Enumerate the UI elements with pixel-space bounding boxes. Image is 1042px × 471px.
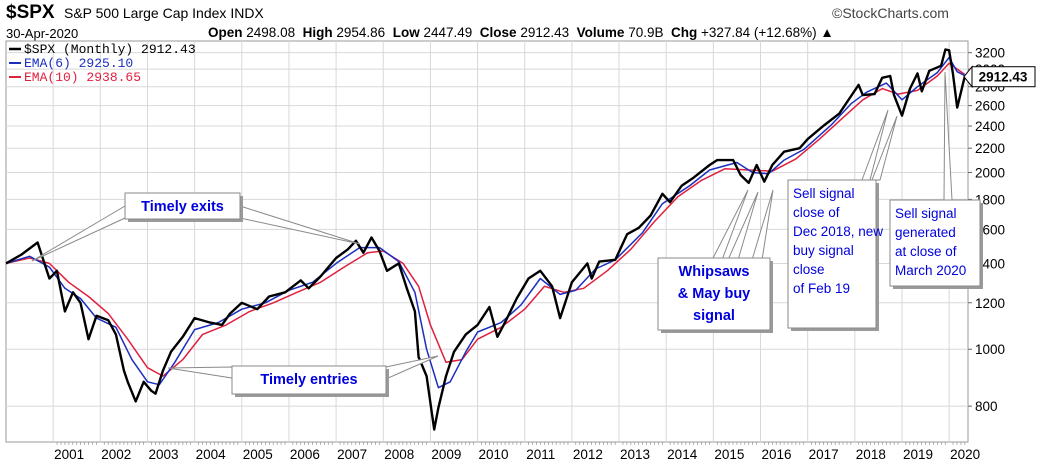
x-tick-label: 2015 (714, 447, 744, 462)
callout-line: buy signal (793, 243, 854, 258)
annotation-sell-mar-2020: Sell signal generated at close of March 202… (889, 199, 983, 289)
annotation-sell-dec-2018: Sell signal close of Dec 2018, new buy sign… (787, 179, 883, 331)
callout-line: Sell signal (793, 186, 855, 201)
brand[interactable]: ©StockCharts.com (832, 5, 949, 21)
callout-line: close of (793, 205, 840, 220)
x-tick-label: 2006 (290, 447, 320, 462)
chg-label: Chg (670, 25, 698, 40)
legend-label: EMA(6) 2925.10 (24, 56, 133, 71)
x-tick-label: 2010 (479, 447, 509, 462)
x-tick-label: 2019 (903, 447, 933, 462)
low-label: Low (392, 25, 420, 40)
callout-line: at close of (895, 244, 957, 259)
series-line-ema6 (5, 56, 966, 389)
x-tick-label: 2002 (101, 447, 131, 462)
series-line-ema10 (5, 62, 966, 377)
y-tick-label: 2000 (975, 166, 1005, 181)
description: S&P 500 Large Cap Index INDX (64, 5, 264, 21)
annotation-whipsaws: Whipsaws & May buy signal (657, 257, 773, 333)
description-text: S&P 500 Large Cap Index (64, 5, 227, 21)
callout-line: of Feb 19 (793, 281, 850, 296)
chg-value: +327.84 (+12.68%) (701, 25, 817, 40)
callout-line: Dec 2018, new (793, 224, 883, 239)
x-tick-label: 2001 (54, 447, 84, 462)
callout-line: March 2020 (895, 263, 966, 278)
y-tick-label: 800 (975, 399, 998, 414)
x-tick-label: 2012 (573, 447, 603, 462)
exchange: INDX (230, 5, 264, 21)
x-tick-label: 2018 (856, 447, 886, 462)
legend-label: EMA(10) 2938.65 (24, 70, 141, 85)
callout-text: Whipsaws & May buy signal (678, 264, 751, 324)
low-value: 2447.49 (423, 25, 473, 40)
y-tick-label: 2600 (975, 99, 1005, 114)
y-tick-label: 2400 (975, 119, 1005, 134)
callout-line: Sell signal (895, 206, 957, 221)
x-tick-label: 2004 (196, 447, 227, 462)
y-tick-label: 2200 (975, 141, 1005, 156)
annotation-timely-entries: Timely entries (231, 365, 389, 397)
callout-line: Whipsaws (679, 264, 750, 280)
x-tick-label: 2020 (950, 447, 980, 462)
annotation-timely-exits: Timely exits (124, 192, 243, 222)
x-tick-label: 2005 (243, 447, 273, 462)
price-tag: 2912.43 (963, 65, 1036, 89)
close-value: 2912.43 (520, 25, 570, 40)
volume-value: 70.9B (628, 25, 664, 40)
x-tick-label: 2008 (384, 447, 414, 462)
close-label: Close (479, 25, 517, 40)
open-label: Open (208, 25, 243, 40)
x-tick-label: 2003 (148, 447, 178, 462)
symbol: $SPX (6, 2, 55, 23)
callout-text: Sell signal generated at close of March 202… (895, 206, 966, 278)
x-tick-label: 2016 (761, 447, 791, 462)
callout-text: Timely exits (141, 199, 224, 215)
open-value: 2498.08 (246, 25, 296, 40)
y-tick-label: 1000 (975, 342, 1005, 357)
up-triangle-icon: ▲ (820, 25, 834, 40)
callout-box (657, 257, 771, 331)
callout-box (889, 199, 981, 287)
callout-text: Sell signal close of Dec 2018, new buy sign… (793, 186, 883, 296)
x-tick-label: 2011 (526, 447, 555, 462)
callout-line: generated (895, 225, 956, 240)
callout-box (231, 365, 387, 395)
callout-line: & May buy (678, 286, 751, 302)
legend-label: $SPX (Monthly) 2912.43 (24, 42, 196, 57)
callout-box (124, 192, 241, 220)
y-tick-label: 1200 (975, 296, 1005, 311)
callout-box (787, 179, 877, 329)
callout-line: signal (693, 308, 735, 324)
ohlc-summary: Open 2498.08 High 2954.86 Low 2447.49 Cl… (208, 25, 834, 40)
x-tick-label: 2017 (809, 447, 839, 462)
callout-text: Timely entries (260, 372, 357, 388)
x-tick-label: 2009 (431, 447, 461, 462)
callout-line: close (793, 262, 825, 277)
x-tick-label: 2014 (667, 447, 698, 462)
y-tick-label: 3200 (975, 46, 1005, 61)
price-tag-box (971, 66, 1036, 88)
x-tick-label: 2007 (337, 447, 367, 462)
date: 30-Apr-2020 (6, 26, 79, 41)
volume-label: Volume (576, 25, 625, 40)
series-line-price (5, 48, 966, 431)
high-label: High (302, 25, 333, 40)
x-tick-label: 2013 (620, 447, 650, 462)
high-value: 2954.86 (336, 25, 386, 40)
price-tag-text: 2912.43 (979, 70, 1028, 85)
